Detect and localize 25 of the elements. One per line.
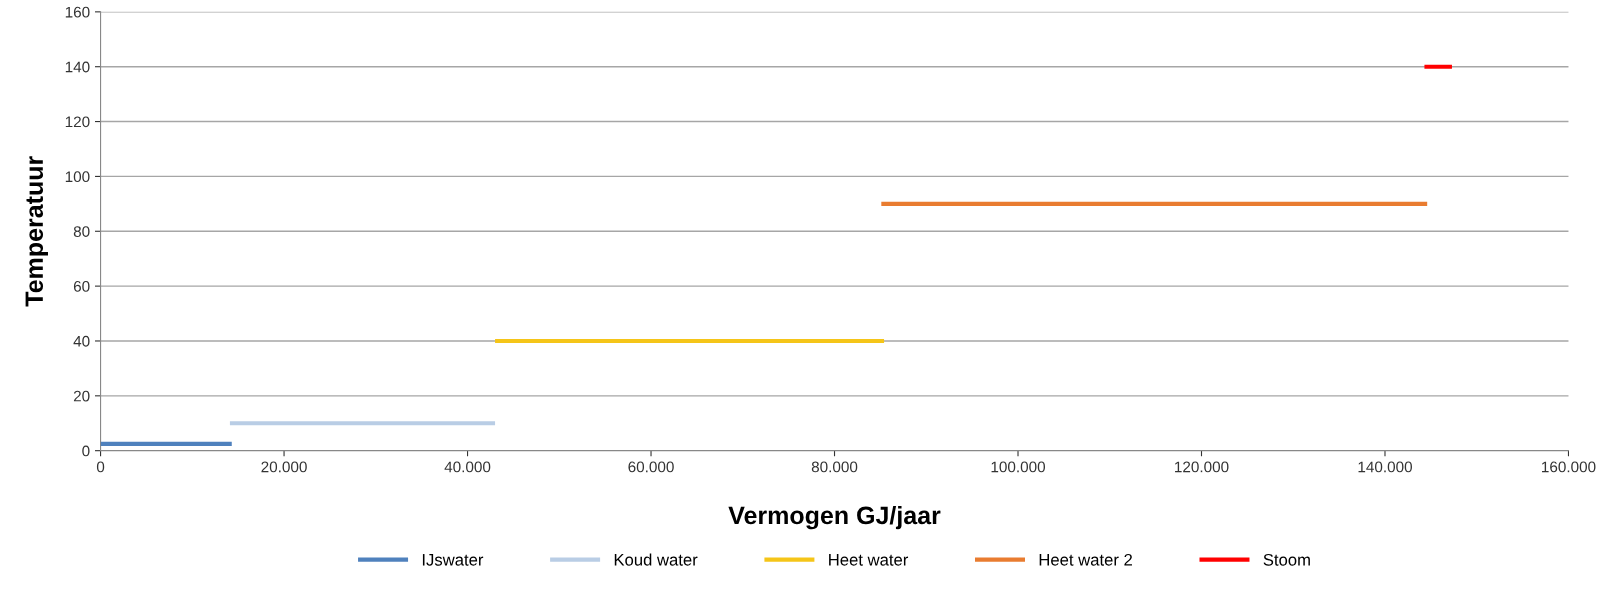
y-tick-label: 0 <box>82 445 90 457</box>
legend-label: IJswater <box>422 554 484 566</box>
y-tick-label: 20 <box>73 390 90 402</box>
y-axis-title: Temperatuur <box>25 156 48 307</box>
y-tick-label: 80 <box>73 226 90 237</box>
x-axis-title: Vermogen GJ/jaar <box>728 505 941 530</box>
legend-label: Heet water 2 <box>1039 553 1132 566</box>
x-tick-label: 100.000 <box>991 461 1046 473</box>
y-tick-label: 100 <box>65 171 90 183</box>
x-tick-label: 80.000 <box>811 461 858 473</box>
x-tick-label: 60.000 <box>628 461 674 473</box>
y-tick-label: 140 <box>65 61 90 73</box>
x-tick-label: 160.000 <box>1542 461 1596 473</box>
legend-label: Heet water <box>829 554 909 566</box>
x-tick-label: 20.000 <box>261 461 307 473</box>
y-tick-label: 60 <box>73 280 90 292</box>
legend-label: Koud water <box>614 553 698 566</box>
y-tick-label: 120 <box>65 116 90 128</box>
x-tick-label: 140.000 <box>1358 461 1412 473</box>
y-tick-label: 160 <box>65 6 90 18</box>
x-tick-label: 120.000 <box>1175 461 1229 473</box>
legend-label: Stoom <box>1263 553 1310 566</box>
x-tick-label: 0 <box>96 461 105 473</box>
x-tick-label: 40.000 <box>444 461 491 473</box>
y-tick-label: 40 <box>73 335 90 347</box>
